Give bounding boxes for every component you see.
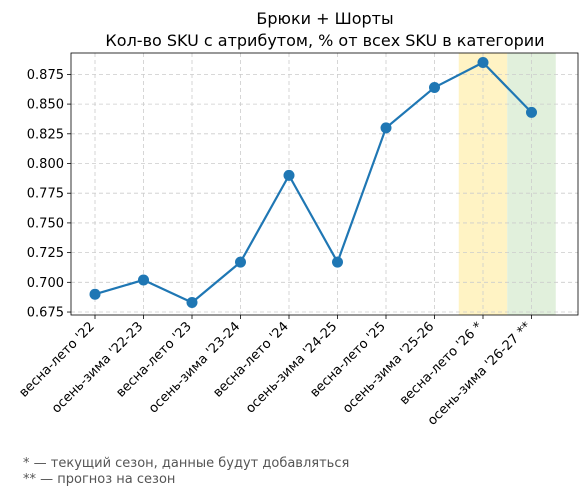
footnote-forecast: ** — прогноз на сезон <box>23 472 176 487</box>
footnote-current-season: * — текущий сезон, данные будут добавлят… <box>23 456 350 471</box>
y-tick-label: 0.875 <box>27 68 64 83</box>
data-point <box>283 169 295 181</box>
data-point <box>235 256 246 268</box>
y-tick-label: 0.850 <box>27 98 64 113</box>
x-tick-label: осень-зима '24-25 <box>243 319 340 416</box>
y-tick-label: 0.700 <box>27 276 64 291</box>
y-tick-label: 0.825 <box>27 127 64 142</box>
data-point <box>380 122 392 134</box>
y-tick-label: 0.675 <box>27 306 64 321</box>
y-tick-label: 0.725 <box>27 246 64 261</box>
y-tick-label: 0.775 <box>27 187 64 202</box>
chart-subtitle: Кол-во SKU с атрибутом, % от всех SKU в … <box>105 31 544 50</box>
x-tick-label: осень-зима '23-24 <box>146 319 243 416</box>
data-point <box>477 57 489 69</box>
x-tick-label: осень-зима '22-23 <box>49 319 146 416</box>
y-tick-label: 0.750 <box>27 216 64 231</box>
highlight-band-1 <box>507 53 556 315</box>
x-tick-label: весна-лето '26 * <box>397 319 486 408</box>
x-tick-label: осень-зима '25-26 <box>340 319 437 416</box>
plot-frame <box>70 52 579 316</box>
data-point <box>138 274 149 286</box>
data-point <box>429 81 440 93</box>
data-point <box>526 106 537 118</box>
y-tick-label: 0.800 <box>27 157 64 172</box>
highlight-band-0 <box>458 53 508 315</box>
series-line <box>94 61 533 304</box>
data-point <box>186 297 198 309</box>
data-point <box>89 288 101 300</box>
data-point <box>332 256 343 268</box>
chart-title: Брюки + Шорты <box>256 9 393 28</box>
